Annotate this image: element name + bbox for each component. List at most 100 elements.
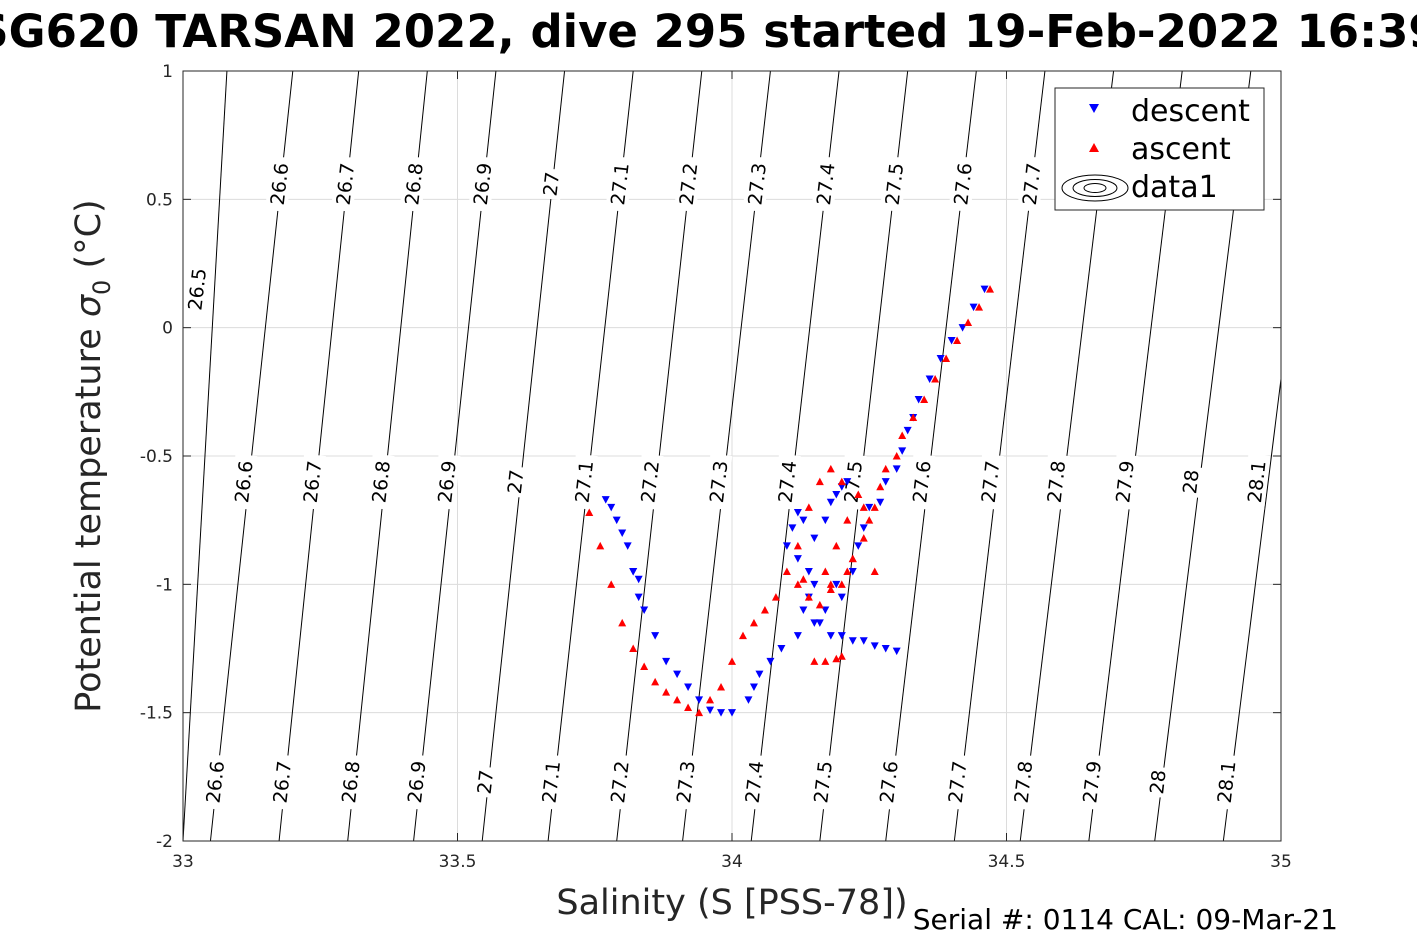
descent-point [821,516,830,525]
y-tick-label: -2 [156,832,173,852]
contour-label-text: 27 [474,769,499,796]
ascent-point [673,695,682,704]
legend-contour-icon [1061,174,1129,202]
ascent-series [585,285,995,717]
descent-point [810,534,819,543]
density-contour-label: 27.4 [739,753,769,811]
ascent-point [799,575,808,583]
descent-point [607,503,616,512]
contour-label-text: 27.3 [744,162,771,207]
descent-point [684,683,693,691]
descent-point [673,670,682,679]
contour-label-text: 26.9 [434,460,461,505]
contour-label-text: 28 [1179,469,1204,496]
contour-label-bg [502,465,528,498]
ascent-point [782,567,791,575]
contour-label-text: 27.8 [1044,460,1071,505]
contour-label-text: 28.1 [1214,760,1241,805]
descent-point [782,542,791,550]
y-axis-label-main: Potential temperature [69,317,109,713]
ascent-point [826,464,835,473]
y-axis-label-sigma: σ [69,293,109,317]
contour-label-text: 27 [540,171,565,198]
contour-label-text: 27.4 [742,760,769,805]
ascent-point [749,618,758,627]
ascent-point [837,652,846,660]
contour-label-text: 27 [504,469,529,496]
density-contour-label: 27.3 [742,155,771,213]
descent-point [826,632,835,640]
contour-label-text: 28.1 [1244,460,1271,505]
ascent-point [920,395,929,404]
descent-point [662,657,671,666]
ascent-point [931,375,940,383]
contour-label-text: 27.2 [676,162,703,207]
contour-label-bg [1041,453,1070,510]
legend-box [1054,87,1265,211]
descent-point [804,568,813,576]
density-contour-label: 27.6 [874,753,903,811]
contour-label-bg [1144,765,1171,799]
descent-point [706,706,715,715]
density-contour-label: 27.3 [704,453,733,510]
contour-label-bg [1177,465,1204,498]
y-tick-label: 0.5 [146,190,173,210]
contour-label-text: 27.7 [978,460,1005,505]
density-contour-label: 27.7 [1017,155,1046,213]
ascent-point [986,285,995,293]
density-contour-label: 27.4 [811,155,840,213]
descent-point [777,645,786,653]
descent-point [969,303,978,312]
contour-label-bg [742,155,771,213]
y-tick-label: -1.5 [140,704,173,724]
descent-point [634,575,643,584]
descent-point [618,529,627,537]
density-contour-label: 26.8 [366,453,395,510]
contour-label-text: 28 [1146,769,1171,796]
x-axis-label: Salinity (S [PSS-78]) [556,883,907,923]
ascent-point [821,567,830,575]
contour-label-bg [1110,453,1139,510]
descent-point [881,478,890,486]
descent-point [623,542,632,550]
x-tick-label: 35 [1270,852,1292,872]
density-contour-label: 27.1 [569,453,598,510]
descent-point [980,285,989,294]
density-contour-label: 27.2 [674,155,703,213]
contour-label-text: 26.7 [300,460,327,505]
ascent-point [826,580,835,588]
y-ticks: 1 0.5 0 -0.5 -1 -1.5 -2 [140,62,1281,852]
density-contour-label: 27.8 [1041,453,1071,510]
ascent-point [804,593,813,601]
contour-label-bg [538,167,564,201]
ascent-point [892,452,901,460]
descent-point [958,324,967,332]
density-contour-label: 27.9 [1110,453,1139,510]
legend-data1-label: data1 [1131,170,1218,205]
legend-ascent-label: ascent [1131,132,1231,167]
descent-point [629,568,638,576]
descent-point [898,447,907,455]
descent-point [892,647,901,656]
contour-label-text: 26.8 [401,162,428,207]
x-tick-label: 34 [721,852,743,872]
density-contour-label: 26.9 [402,753,431,811]
density-contour-label: 27 [472,765,499,799]
density-contour-label: 26.8 [399,155,428,213]
ascent-point [881,464,890,473]
contour-label-text: 26.6 [203,760,230,805]
ascent-point [810,657,819,665]
descent-point [892,465,901,473]
contour-label-text: 27.8 [1011,760,1038,805]
descent-point [634,593,643,602]
contour-label-text: 27.1 [571,460,598,505]
density-contour-label: 27.4 [772,453,801,510]
contour-label-text: 27.2 [637,460,664,505]
descent-point [821,606,830,614]
y-axis-label-subscript: 0 [88,280,116,295]
density-contour-label: 26.7 [267,753,296,811]
ascent-point [870,567,879,575]
contour-label-text: 26.6 [267,162,294,207]
ascent-point [821,657,830,665]
